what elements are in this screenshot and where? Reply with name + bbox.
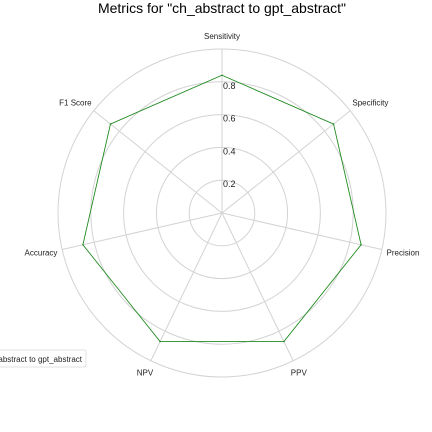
- radial-tick-label: 0.2: [223, 179, 236, 189]
- spoke-f1-score: [93, 110, 223, 214]
- data-point-sensitivity: [221, 74, 223, 77]
- grid: [57, 48, 387, 378]
- data-point-accuracy: [82, 243, 84, 246]
- series-layer: [82, 74, 362, 343]
- axis-label-specificity: Specificity: [352, 99, 388, 108]
- legend-box: [0, 349, 87, 368]
- axis-labels: Sensitivity Specificity Precision PPV NPV Acc…: [25, 32, 420, 377]
- radial-tick-label: 0.6: [223, 114, 236, 124]
- data-point-specificity: [332, 123, 335, 125]
- legend-entry: ch_abstract to gpt_abstract: [0, 355, 83, 364]
- series-line-1: [82, 74, 362, 342]
- spoke-accuracy: [62, 212, 223, 250]
- axis-label-ppv: PPV: [291, 368, 308, 377]
- radial-tick-label: 0.8: [223, 81, 236, 91]
- axis-label-sensitivity: Sensitivity: [204, 32, 240, 41]
- axis-label-precision: Precision: [387, 248, 420, 257]
- spoke-precision: [221, 212, 382, 250]
- axis-label-f1-score: F1 Score: [59, 99, 92, 108]
- axis-label-npv: NPV: [137, 368, 154, 377]
- data-point-precision: [360, 243, 362, 246]
- chart-title: Metrics for "ch_abstract to gpt_abstract…: [98, 0, 346, 16]
- axis-label-accuracy: Accuracy: [25, 248, 58, 257]
- radial-tick-label: 0.4: [223, 146, 236, 156]
- data-point-ppv: [283, 340, 285, 343]
- data-point-npv: [159, 340, 161, 343]
- spoke-ppv: [221, 212, 294, 361]
- spoke-npv: [150, 212, 223, 361]
- data-point-f1-score: [109, 123, 112, 125]
- legend: ch_abstract to gpt_abstract: [0, 349, 87, 368]
- spoke-specificity: [221, 110, 351, 214]
- radial-ticks: 0.2 0.4 0.6 0.8: [223, 81, 236, 189]
